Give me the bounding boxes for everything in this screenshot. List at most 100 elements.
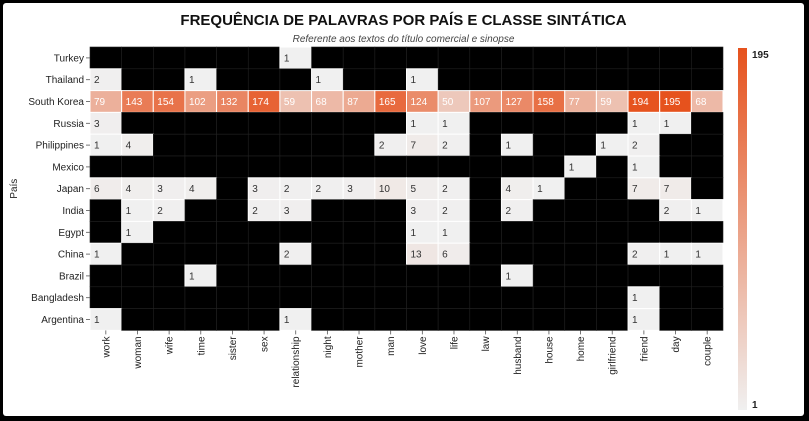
heatmap-cell-empty bbox=[532, 199, 566, 222]
heatmap-cell-label: 77 bbox=[569, 97, 581, 108]
heatmap-cell-empty bbox=[89, 264, 122, 288]
y-tick-label: Mexico bbox=[52, 162, 84, 173]
x-tick-label: day bbox=[671, 336, 682, 352]
heatmap-cell-empty bbox=[121, 46, 154, 70]
heatmap-cell-label: 1 bbox=[316, 75, 322, 86]
heatmap-cell-empty bbox=[691, 133, 724, 157]
heatmap-cell-empty bbox=[374, 68, 407, 91]
heatmap-cell-empty bbox=[153, 286, 186, 309]
heatmap-cell-label: 50 bbox=[442, 97, 454, 108]
heatmap-cell-label: 1 bbox=[126, 228, 132, 239]
heatmap-cell-empty bbox=[691, 46, 724, 70]
heatmap-cell-empty bbox=[121, 155, 154, 179]
heatmap-cell-empty bbox=[532, 68, 566, 91]
heatmap-cell-empty bbox=[501, 308, 534, 331]
heatmap-cell-empty bbox=[659, 155, 692, 179]
heatmap-cell-empty bbox=[342, 286, 376, 309]
heatmap-cell-empty bbox=[153, 155, 186, 179]
heatmap-cell-empty bbox=[501, 68, 534, 91]
heatmap-cell-empty bbox=[469, 199, 502, 222]
heatmap-cell-label: 2 bbox=[664, 206, 670, 217]
heatmap-cell-label: 2 bbox=[442, 141, 448, 152]
heatmap-cell-empty bbox=[437, 68, 471, 91]
heatmap-cell-empty bbox=[311, 133, 344, 157]
heatmap-cell-label: 3 bbox=[284, 206, 290, 217]
heatmap-cell-empty bbox=[691, 264, 724, 288]
heatmap-cell-empty bbox=[374, 46, 407, 70]
heatmap-cell-empty bbox=[216, 112, 249, 135]
heatmap-cell-empty bbox=[153, 133, 186, 157]
heatmap-cell-empty bbox=[469, 264, 502, 288]
heatmap-cell-label: 1 bbox=[664, 119, 670, 130]
heatmap-cell-empty bbox=[279, 264, 312, 288]
heatmap-cell-label: 158 bbox=[537, 97, 554, 108]
x-tick-label: house bbox=[544, 336, 555, 364]
heatmap-cell-label: 195 bbox=[664, 97, 681, 108]
heatmap-cell-label: 3 bbox=[252, 184, 258, 195]
heatmap-cell-label: 1 bbox=[632, 315, 638, 326]
heatmap-cell-label: 7 bbox=[411, 141, 417, 152]
heatmap-cell-empty bbox=[691, 68, 724, 91]
heatmap-cell-empty bbox=[89, 199, 122, 222]
heatmap-cell-empty bbox=[659, 286, 692, 309]
x-tick-label: wife bbox=[165, 336, 176, 355]
heatmap-cell-label: 59 bbox=[600, 97, 612, 108]
heatmap-cell-empty bbox=[247, 155, 281, 179]
heatmap-cell-empty bbox=[564, 308, 597, 331]
heatmap-cell-empty bbox=[311, 199, 344, 222]
heatmap-cell-empty bbox=[564, 264, 597, 288]
heatmap-cell-label: 2 bbox=[442, 184, 448, 195]
heatmap-cell-empty bbox=[374, 308, 407, 331]
heatmap-cell-label: 2 bbox=[632, 250, 638, 261]
heatmap-cell-label: 4 bbox=[126, 184, 132, 195]
heatmap-cell-empty bbox=[89, 221, 122, 244]
heatmap-cell-empty bbox=[153, 112, 186, 135]
heatmap-cell-empty bbox=[121, 286, 154, 309]
heatmap-cell-label: 7 bbox=[664, 184, 670, 195]
heatmap-cell-label: 6 bbox=[442, 250, 448, 261]
heatmap-cell-empty bbox=[121, 68, 154, 91]
heatmap-cell-empty bbox=[501, 242, 534, 266]
heatmap-cell-empty bbox=[659, 221, 692, 244]
heatmap-cell-label: 165 bbox=[379, 97, 396, 108]
heatmap-cell-empty bbox=[406, 264, 439, 288]
y-tick-label: Russia bbox=[53, 119, 84, 130]
y-tick-label: Philippines bbox=[36, 141, 84, 152]
heatmap-cell-empty bbox=[532, 155, 566, 179]
heatmap-cell-label: 1 bbox=[94, 141, 100, 152]
heatmap-cell-empty bbox=[374, 155, 407, 179]
heatmap-cell-empty bbox=[596, 177, 629, 200]
heatmap-cell-label: 2 bbox=[284, 184, 290, 195]
heatmap-cell-empty bbox=[437, 286, 471, 309]
heatmap-cell-empty bbox=[342, 308, 376, 331]
y-axis-title: País bbox=[9, 179, 20, 199]
heatmap-cell-empty bbox=[311, 112, 344, 135]
heatmap-cell-label: 107 bbox=[474, 97, 491, 108]
heatmap-cell-empty bbox=[184, 112, 217, 135]
heatmap-cell-empty bbox=[564, 112, 597, 135]
heatmap-cell-label: 1 bbox=[664, 250, 670, 261]
heatmap-cell-empty bbox=[501, 112, 534, 135]
heatmap-cell-label: 2 bbox=[505, 206, 511, 217]
heatmap-cell-empty bbox=[311, 46, 344, 70]
heatmap-cell-label: 143 bbox=[126, 97, 143, 108]
x-tick-label: time bbox=[196, 336, 207, 355]
x-tick-label: mother bbox=[355, 336, 366, 368]
heatmap-cell-empty bbox=[121, 308, 154, 331]
heatmap-cell-empty bbox=[564, 133, 597, 157]
chart-subtitle: Referente aos textos do título comercial… bbox=[292, 34, 515, 45]
heatmap-cell-empty bbox=[121, 242, 154, 266]
heatmap-cell-label: 6 bbox=[94, 184, 100, 195]
heatmap-cell-empty bbox=[532, 308, 566, 331]
y-tick-label: Brazil bbox=[59, 271, 84, 282]
heatmap-cell-empty bbox=[184, 242, 217, 266]
heatmap-cell-label: 2 bbox=[284, 250, 290, 261]
heatmap-cell-empty bbox=[216, 221, 249, 244]
heatmap-cell-label: 194 bbox=[632, 97, 649, 108]
heatmap-cell-empty bbox=[342, 199, 376, 222]
heatmap-cell-empty bbox=[153, 221, 186, 244]
heatmap-cell-empty bbox=[216, 177, 249, 200]
heatmap-cell-empty bbox=[532, 286, 566, 309]
heatmap-cell-label: 1 bbox=[632, 119, 638, 130]
heatmap-cell-empty bbox=[342, 221, 376, 244]
